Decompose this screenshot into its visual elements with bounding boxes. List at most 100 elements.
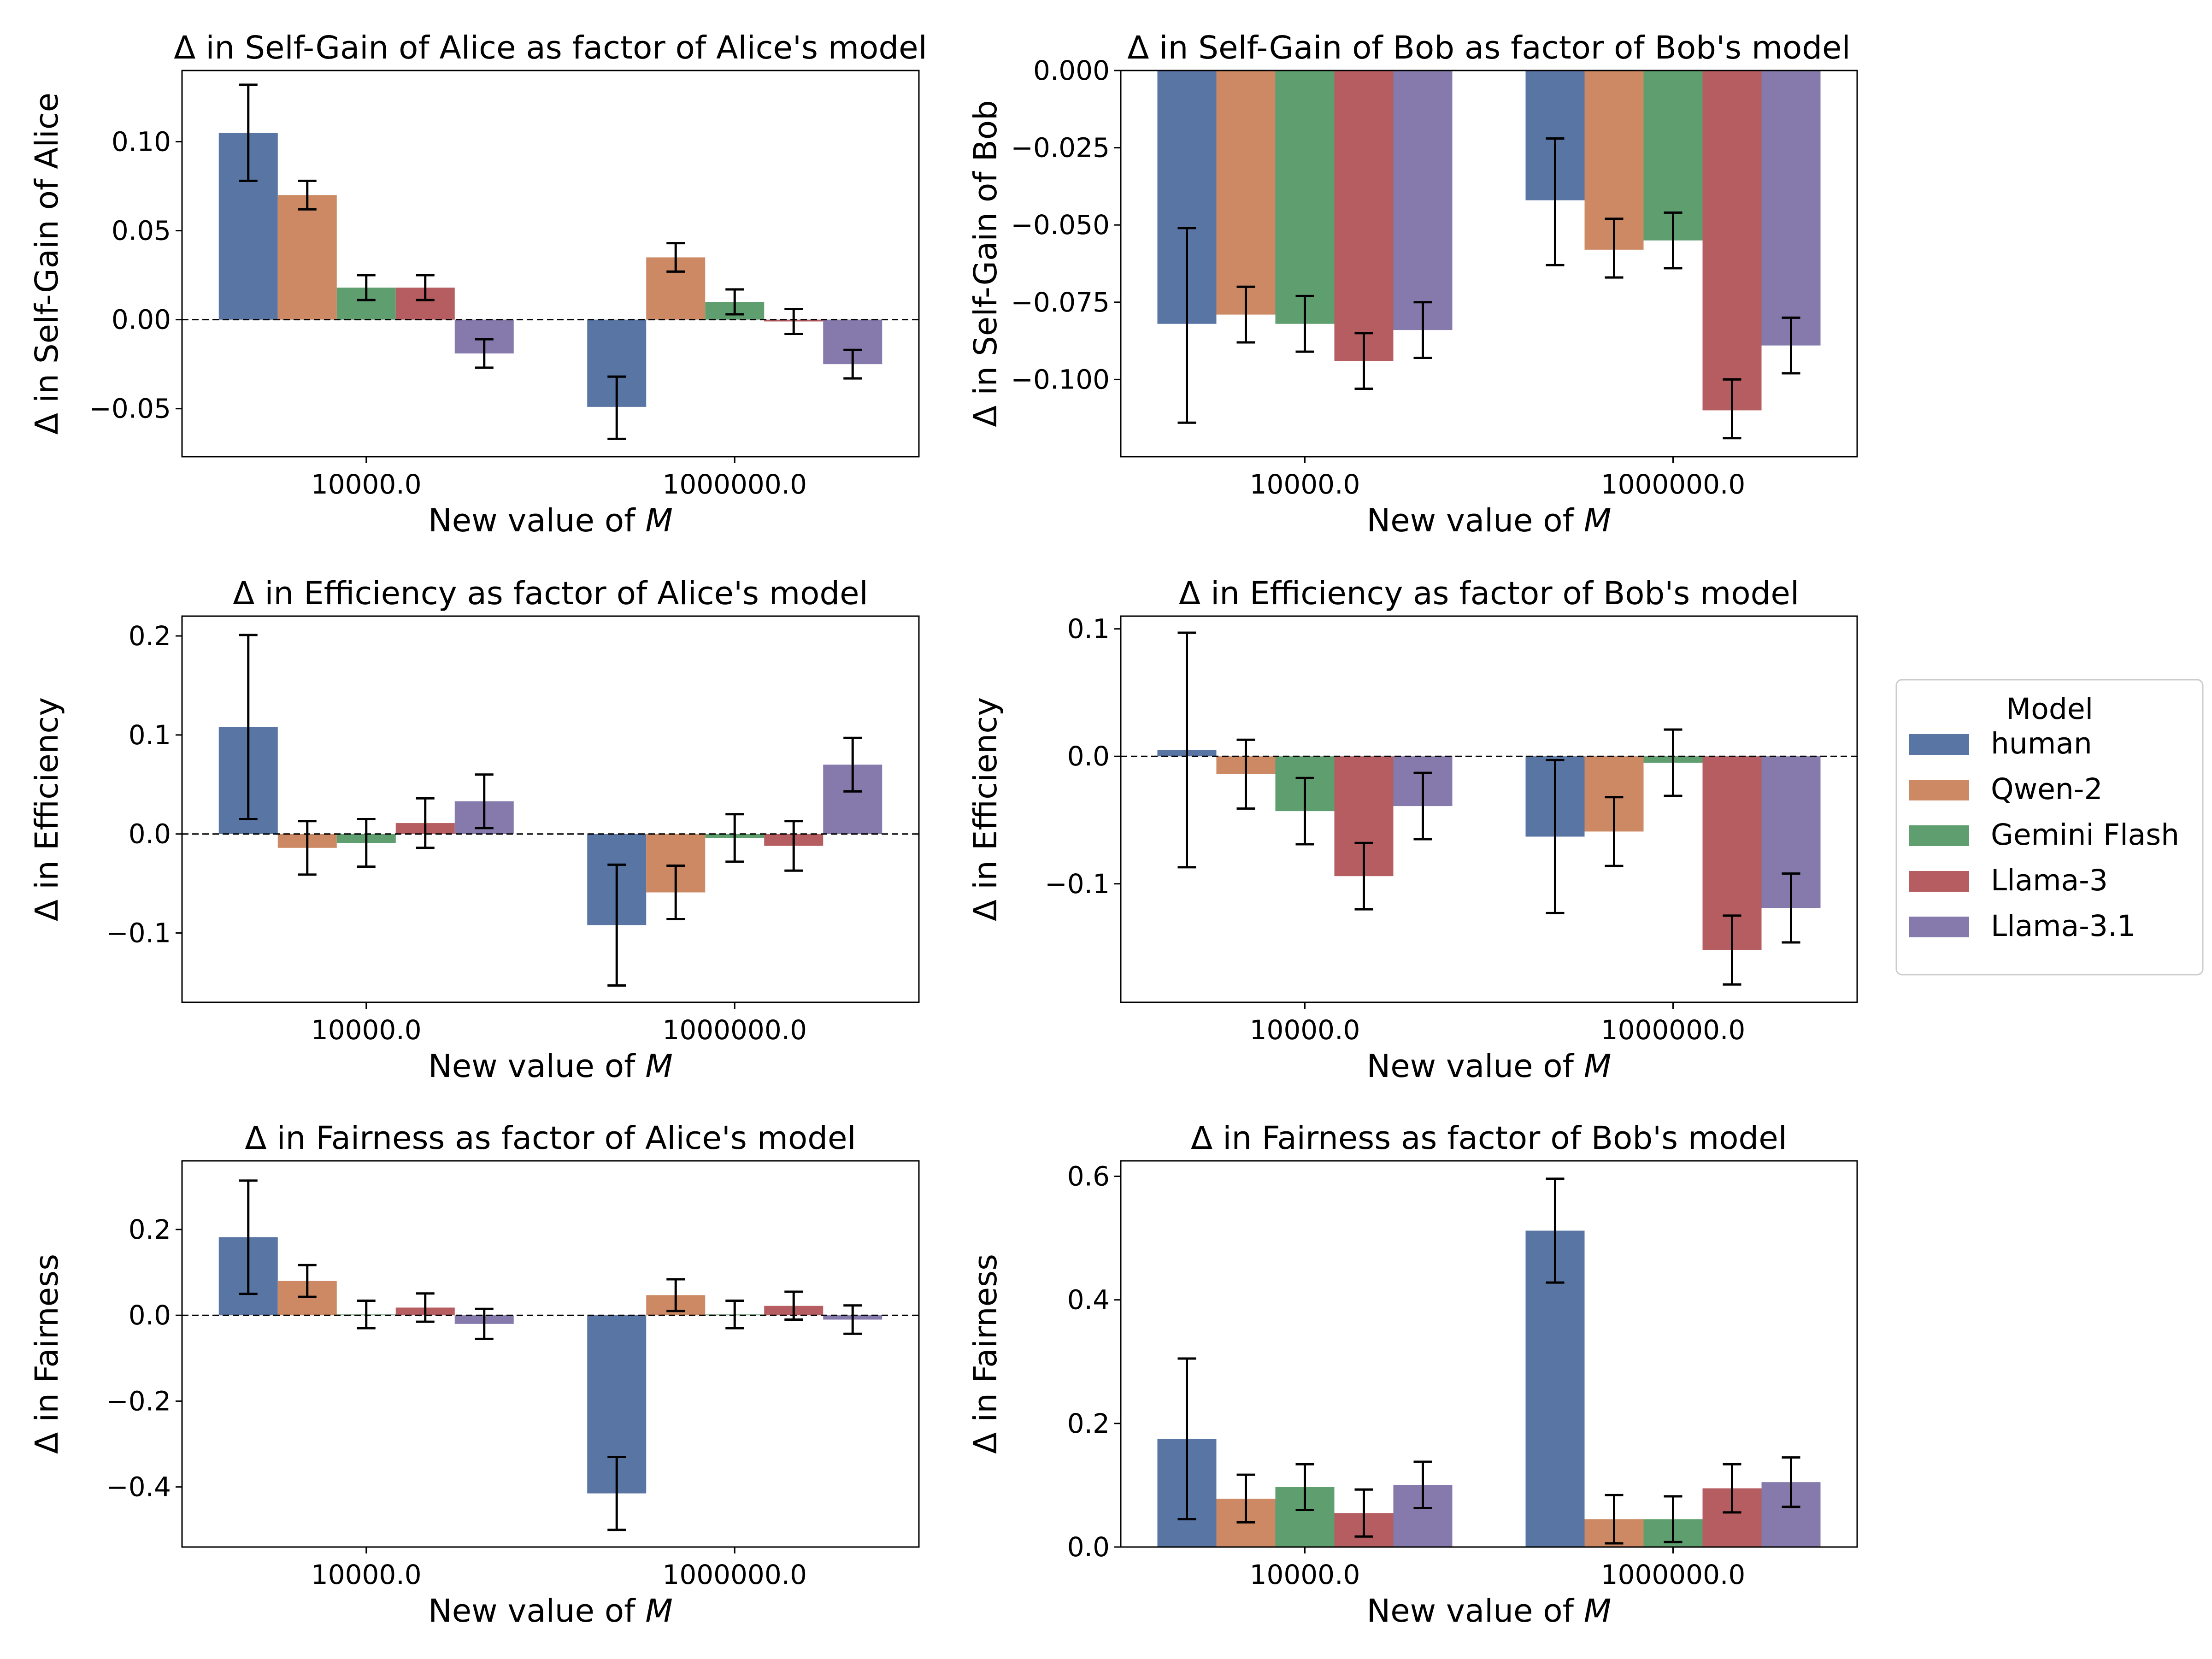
x-tick-label: 1000000.0 <box>1601 1559 1746 1590</box>
bar-qwen-2-10000-0 <box>1216 71 1276 315</box>
y-tick-label: −0.1 <box>1045 868 1110 900</box>
axes-frame <box>1120 615 1858 1003</box>
legend-swatch <box>1909 780 1969 800</box>
x-tick-label: 1000000.0 <box>662 1014 807 1046</box>
error-bar <box>475 773 494 830</box>
error-bar <box>784 307 803 335</box>
error-bar <box>1664 1495 1683 1543</box>
bar-llama-3-1000000-0 <box>1702 71 1762 411</box>
error-bar <box>1413 1460 1432 1510</box>
x-tick-label: 10000.0 <box>311 1014 422 1046</box>
legend-box <box>1895 679 2204 976</box>
chart-title: Δ in Fairness as factor of Bob's model <box>1191 1120 1787 1157</box>
error-bar <box>1177 1357 1196 1521</box>
error-bar <box>1177 227 1196 424</box>
legend-swatch <box>1909 917 1969 937</box>
error-bar <box>1295 1463 1314 1512</box>
legend-swatch <box>1909 825 1969 846</box>
bar-llama-3-1-1000000-0 <box>1761 71 1821 346</box>
chart-title: Δ in Self-Gain of Alice as factor of Ali… <box>174 29 927 66</box>
x-tick-label: 1000000.0 <box>1601 1014 1746 1046</box>
error-bar <box>357 274 376 301</box>
x-tick-label: 1000000.0 <box>662 469 807 500</box>
chart-title: Δ in Efficiency as factor of Bob's model <box>1179 575 1799 612</box>
y-tick-label: 0.2 <box>129 620 171 652</box>
y-tick-label: 0.0 <box>1067 741 1110 772</box>
error-bar <box>239 83 258 182</box>
error-bar <box>1354 841 1373 911</box>
error-bar <box>416 797 435 849</box>
error-bar <box>298 179 317 211</box>
legend-entry-qwen-2: Qwen-2 <box>1909 772 2103 806</box>
x-axis-label: New value of M <box>1367 502 1612 539</box>
error-bar <box>1413 771 1432 841</box>
error-bar <box>1605 1494 1624 1545</box>
error-bar <box>1354 1488 1373 1538</box>
legend-label: Llama-3 <box>1991 864 2108 897</box>
chart-3: −0.1 0.0 0.1 0.2 10000.0 1000000.0 Δ in Effici… <box>29 575 920 1085</box>
bar-gemini-flash-10000-0 <box>1275 71 1335 324</box>
error-bar <box>843 736 862 793</box>
y-axis-label: Δ in Efficiency <box>29 697 65 921</box>
error-bar <box>784 1290 803 1321</box>
y-axis-label: Δ in Self-Gain of Bob <box>967 100 1004 427</box>
error-bar <box>1664 211 1683 270</box>
error-bar <box>1723 378 1741 440</box>
legend-entry-llama-3-1: Llama-3.1 <box>1909 909 2136 943</box>
y-tick-label: −0.075 <box>1011 287 1110 318</box>
x-tick-label: 10000.0 <box>311 1559 422 1590</box>
error-bar <box>725 288 744 316</box>
axes-frame <box>181 1160 920 1548</box>
error-bar <box>1723 914 1741 986</box>
error-bar <box>416 274 435 301</box>
y-axis-label: Δ in Fairness <box>967 1254 1004 1454</box>
legend-entry-llama-3: Llama-3 <box>1909 864 2108 897</box>
y-tick-label: 0.2 <box>1067 1408 1110 1439</box>
error-bar <box>725 813 744 863</box>
error-bar <box>1546 1177 1565 1284</box>
error-bar <box>1236 738 1255 810</box>
y-tick-label: −0.050 <box>1011 209 1110 241</box>
error-bar <box>1782 316 1800 375</box>
y-axis-label: Δ in Fairness <box>29 1254 65 1454</box>
chart-4: −0.1 0.0 0.1 10000.0 1000000.0 Δ in Efficienc… <box>967 575 1858 1085</box>
error-bar <box>1605 796 1624 867</box>
y-tick-label: −0.025 <box>1011 132 1110 164</box>
x-tick-label: 10000.0 <box>1250 1014 1360 1046</box>
y-axis-label: Δ in Self-Gain of Alice <box>29 93 65 435</box>
x-axis-label: New value of M <box>1367 1593 1612 1630</box>
error-bar <box>1295 777 1314 846</box>
y-tick-label: 0.00 <box>112 304 171 335</box>
error-bar <box>666 1278 685 1312</box>
y-tick-label: −0.2 <box>106 1385 171 1417</box>
legend-label: Gemini Flash <box>1991 818 2179 852</box>
error-bar <box>1177 631 1196 869</box>
error-bar <box>298 1264 317 1298</box>
error-bar <box>607 863 626 987</box>
legend-label: human <box>1991 727 2092 760</box>
x-tick-label: 10000.0 <box>311 469 422 500</box>
error-bar <box>666 864 685 921</box>
error-bar <box>843 1304 862 1335</box>
axes-frame <box>1120 70 1858 458</box>
error-bar <box>298 820 317 876</box>
y-tick-label: 0.000 <box>1033 55 1110 86</box>
error-bar <box>1605 218 1624 279</box>
y-tick-label: 0.2 <box>129 1214 171 1245</box>
legend-entry-gemini-flash: Gemini Flash <box>1909 818 2179 852</box>
y-tick-label: 0.10 <box>112 126 171 157</box>
x-axis-label: New value of M <box>428 1593 673 1630</box>
error-bar <box>607 1455 626 1531</box>
chart-title: Δ in Self-Gain of Bob as factor of Bob's… <box>1127 29 1850 66</box>
x-axis-label: New value of M <box>428 1048 673 1085</box>
bar-qwen-2-10000-0 <box>277 195 337 320</box>
y-tick-label: 0.0 <box>129 818 171 850</box>
error-bar <box>725 1300 744 1330</box>
error-bar <box>1295 294 1314 353</box>
x-tick-label: 10000.0 <box>1250 1559 1360 1590</box>
error-bar <box>1546 137 1565 266</box>
error-bar <box>1413 301 1432 359</box>
